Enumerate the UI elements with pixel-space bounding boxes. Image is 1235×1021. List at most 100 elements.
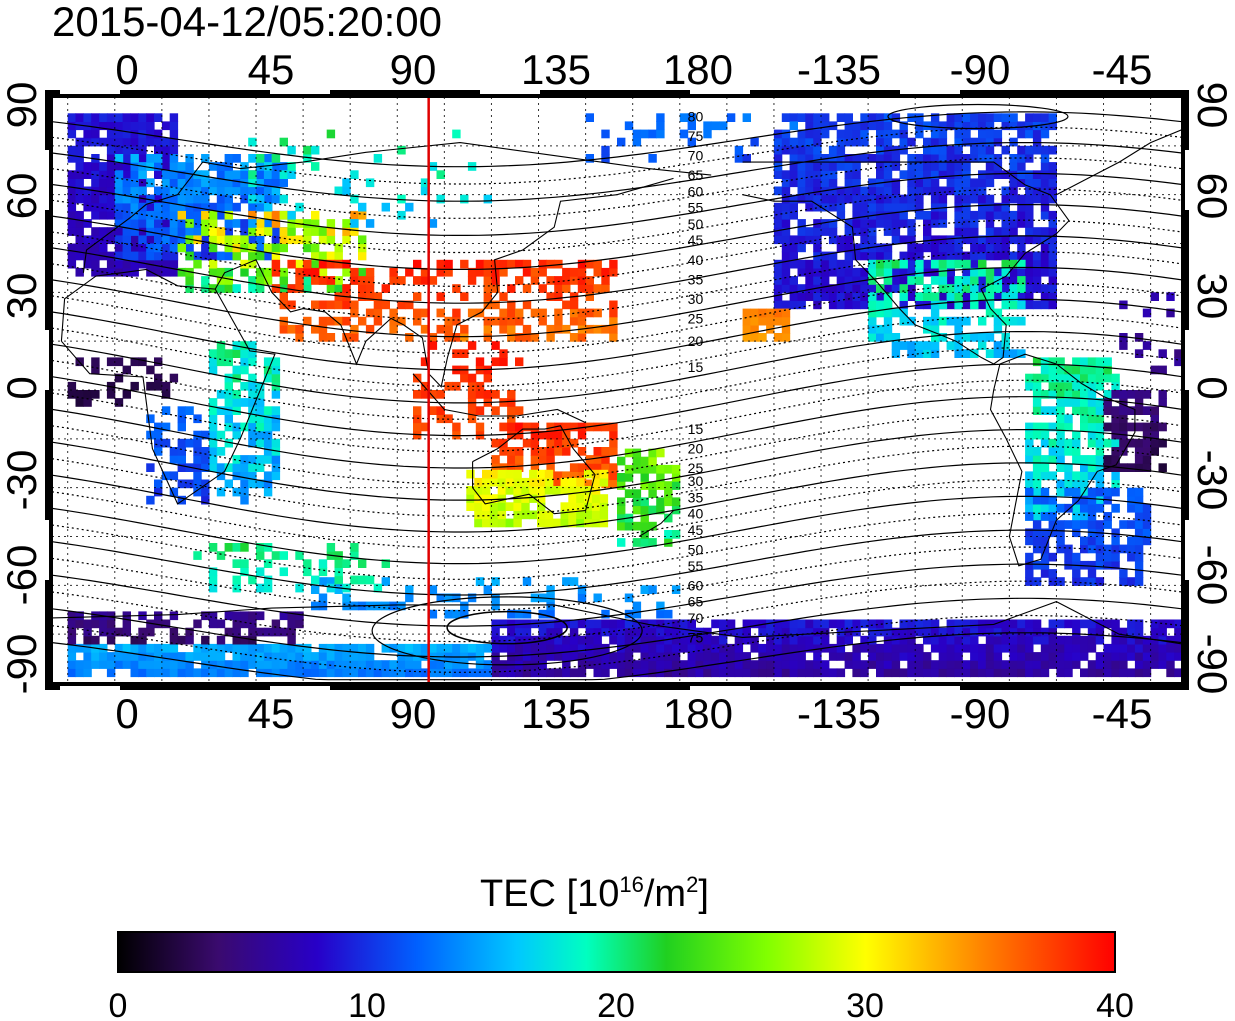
tec-cell <box>593 308 602 318</box>
tec-cell <box>930 276 940 285</box>
tec-cell <box>891 660 901 669</box>
tec-cell <box>1048 373 1057 383</box>
tec-cell <box>585 627 594 637</box>
tec-cell <box>224 611 233 621</box>
tec-cell <box>287 668 296 678</box>
tec-cell <box>781 170 791 179</box>
tec-cell <box>538 267 547 277</box>
tec-cell <box>177 422 186 432</box>
tec-cell <box>1111 643 1120 653</box>
tec-cell <box>1064 471 1073 481</box>
tec-cell <box>1040 512 1050 521</box>
contour-label: 35 <box>688 489 704 505</box>
tec-cell <box>193 447 202 456</box>
tec-cell <box>1087 495 1097 505</box>
tec-cell <box>1072 635 1081 645</box>
tec-cell <box>1040 129 1050 139</box>
tec-cell <box>632 448 642 458</box>
tec-cell <box>436 194 445 204</box>
tec-cell <box>930 259 940 269</box>
tec-cell <box>1056 479 1065 489</box>
tec-cell <box>946 113 955 122</box>
tec-cell <box>844 267 853 277</box>
tec-cell <box>836 284 846 293</box>
tec-cell <box>577 652 587 661</box>
tec-cell <box>781 643 791 653</box>
tec-cell <box>522 668 532 678</box>
tec-cell <box>1064 414 1073 424</box>
tec-cell <box>475 357 485 367</box>
tec-cell <box>930 333 940 342</box>
tec-cell <box>240 349 249 358</box>
tec-cell <box>256 551 265 560</box>
tec-cell <box>271 170 281 179</box>
tec-cell <box>544 469 554 479</box>
tec-cell <box>954 129 963 139</box>
tec-cell <box>397 643 406 653</box>
tec-cell <box>1048 381 1057 391</box>
tec-cell <box>970 210 979 220</box>
tec-cell <box>1040 284 1050 293</box>
tec-cell <box>232 178 241 188</box>
tec-cell <box>1111 422 1120 432</box>
tec-cell <box>930 202 940 212</box>
tec-cell <box>114 643 124 653</box>
tec-cell <box>1150 627 1159 637</box>
tec-cell <box>482 469 491 479</box>
coastline <box>742 161 1070 365</box>
tec-cell <box>1040 635 1050 645</box>
tec-cell <box>1072 438 1081 448</box>
tec-cell <box>758 652 767 661</box>
contour-label: 60 <box>688 577 704 593</box>
tec-cell <box>1072 569 1081 578</box>
tec-cell <box>789 251 798 261</box>
tec-cell <box>1119 333 1128 342</box>
tec-cell <box>883 660 893 669</box>
tec-cell <box>1001 668 1010 678</box>
tec-cell <box>930 219 940 228</box>
tec-cell <box>1032 479 1042 489</box>
tec-cell <box>67 668 77 678</box>
tec-cell <box>648 129 657 139</box>
tec-cell <box>750 635 759 645</box>
tec-cell <box>1064 660 1073 669</box>
tec-cell <box>883 333 893 342</box>
lon-tick-label: 0 <box>115 690 138 737</box>
tec-cell <box>482 502 491 511</box>
tec-cell <box>1111 560 1120 570</box>
tec-cell <box>91 162 100 171</box>
tec-cell <box>978 643 987 653</box>
tec-cell <box>970 668 979 678</box>
tec-cell <box>248 455 257 464</box>
tec-cell <box>483 292 492 301</box>
tec-cell <box>311 324 320 334</box>
tec-cell <box>1040 365 1050 375</box>
tec-cell <box>263 627 273 637</box>
tec-cell <box>860 186 869 196</box>
tec-cell <box>505 502 514 511</box>
tec-cell <box>507 447 516 456</box>
tec-cell <box>593 660 602 669</box>
tec-cell <box>240 219 249 228</box>
contour-loop <box>446 610 568 645</box>
tec-cell <box>624 619 634 629</box>
tec-cell <box>1056 365 1065 375</box>
tec-cell <box>821 619 830 629</box>
tec-cell <box>1025 512 1034 521</box>
tec-cell <box>1111 414 1120 424</box>
tec-cell <box>1009 227 1018 236</box>
tec-cell <box>781 251 791 261</box>
tec-cell <box>852 652 861 661</box>
tec-cell <box>154 154 163 163</box>
tec-cell <box>232 463 241 472</box>
tec-cell <box>978 243 987 253</box>
tec-cell <box>271 154 281 163</box>
tec-cell <box>993 129 1003 139</box>
tec-cell <box>970 178 979 188</box>
tec-cell <box>67 251 77 261</box>
tec-cell <box>208 463 218 472</box>
tec-cell <box>489 502 499 511</box>
tec-cell <box>962 219 971 228</box>
tec-cell <box>1001 259 1010 269</box>
tec-cell <box>891 162 901 171</box>
